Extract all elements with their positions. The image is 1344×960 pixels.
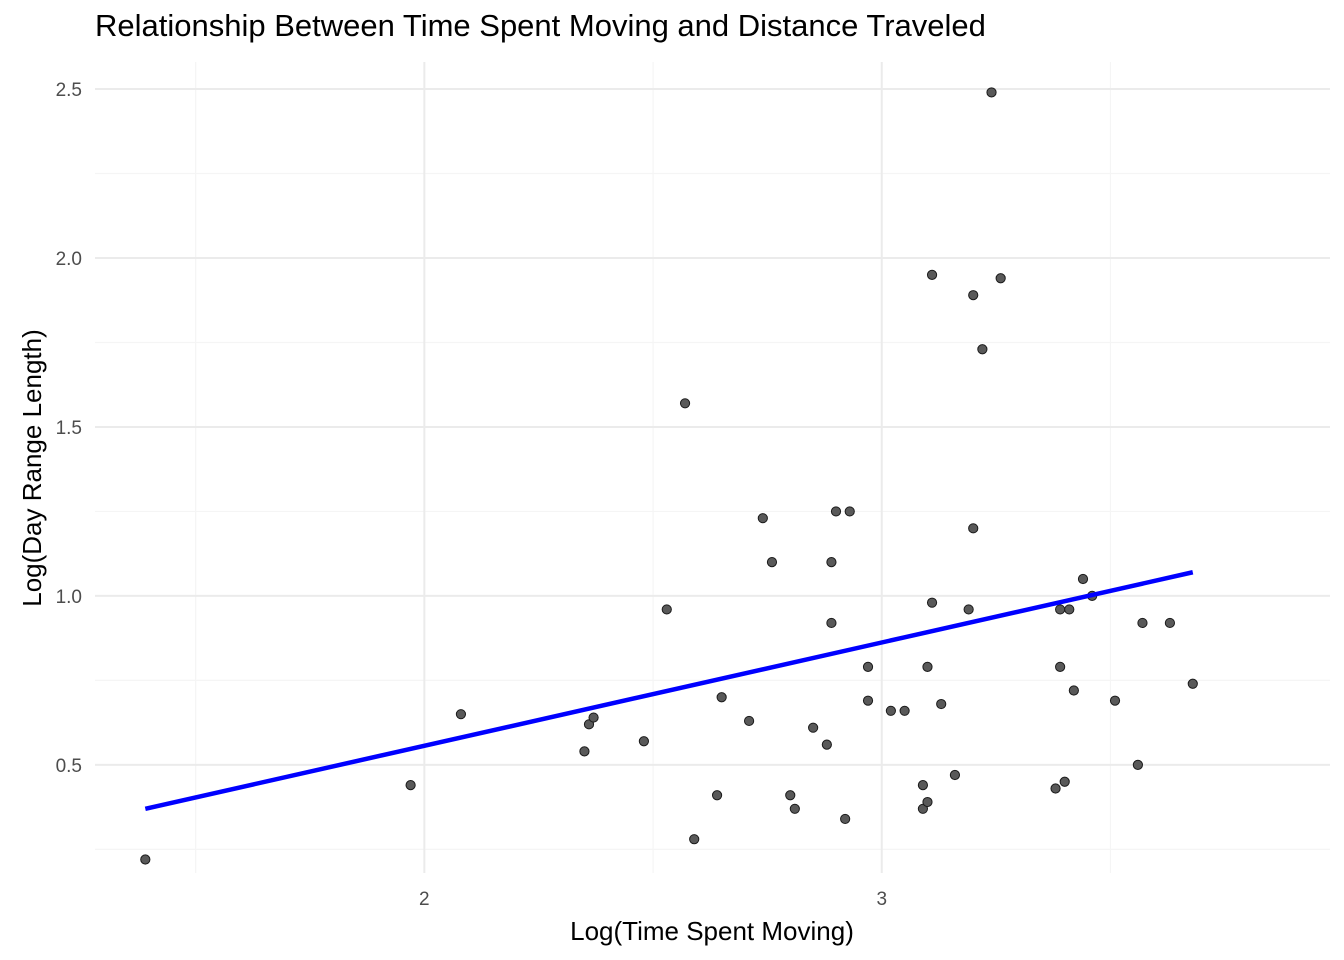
data-point (986, 87, 997, 98)
data-point (917, 780, 929, 791)
data-point (899, 705, 910, 716)
data-point (588, 712, 599, 723)
data-point (826, 557, 837, 568)
data-point (922, 796, 933, 808)
data-point (830, 506, 842, 517)
data-point (826, 617, 837, 629)
trend-line (144, 570, 1194, 811)
data-point (789, 803, 800, 814)
data-point (766, 557, 778, 568)
data-point (821, 739, 832, 750)
y-tick-label: 2.0 (56, 249, 82, 270)
data-point (1059, 776, 1070, 787)
data-point (1077, 573, 1089, 585)
data-point (579, 746, 590, 757)
data-point (995, 273, 1006, 284)
data-points (140, 87, 1198, 865)
trend-line-group (144, 570, 1194, 811)
data-point (1055, 661, 1066, 672)
data-point (926, 269, 938, 280)
data-point (862, 695, 874, 706)
data-point (949, 769, 961, 781)
data-point (785, 790, 796, 801)
x-axis-title: Log(Time Spent Moving) (570, 916, 854, 946)
data-point (968, 523, 979, 534)
y-tick-label: 2.5 (56, 80, 82, 101)
data-point (1132, 759, 1143, 770)
data-point (661, 604, 672, 615)
data-point (926, 597, 938, 608)
data-point (757, 513, 768, 524)
data-point (405, 780, 416, 791)
data-point (743, 715, 755, 727)
data-point (963, 604, 974, 615)
data-point (968, 290, 979, 301)
data-point (844, 506, 855, 517)
data-point (885, 705, 896, 716)
y-axis-title: Log(Day Range Length) (17, 329, 47, 607)
data-point (1109, 695, 1121, 706)
major-gridlines (95, 62, 1330, 873)
data-point (977, 344, 988, 355)
data-point (455, 709, 467, 720)
data-point (862, 661, 874, 672)
tick-labels: 0.5 1.0 1.5 2.0 2.5 2 3 (56, 80, 887, 910)
y-tick-label: 1.0 (56, 587, 82, 608)
x-tick-label: 2 (419, 889, 430, 910)
data-point (638, 736, 649, 747)
minor-gridlines (95, 62, 1330, 873)
data-point (1050, 783, 1061, 794)
data-point (679, 398, 691, 409)
data-point (922, 661, 933, 672)
data-point (840, 813, 851, 825)
data-point (716, 692, 727, 703)
data-point (1164, 617, 1176, 629)
chart-title: Relationship Between Time Spent Moving a… (95, 8, 986, 43)
y-tick-label: 1.5 (56, 418, 82, 439)
data-point (1068, 685, 1079, 696)
data-point (936, 698, 947, 710)
data-point (711, 790, 723, 801)
data-point (1064, 604, 1075, 615)
data-point (1187, 678, 1198, 689)
x-tick-label: 3 (876, 889, 887, 910)
y-tick-label: 0.5 (56, 756, 82, 777)
data-point (1055, 604, 1066, 615)
data-point (808, 722, 819, 733)
data-point (1137, 617, 1148, 629)
data-point (140, 854, 151, 865)
data-point (689, 834, 700, 845)
